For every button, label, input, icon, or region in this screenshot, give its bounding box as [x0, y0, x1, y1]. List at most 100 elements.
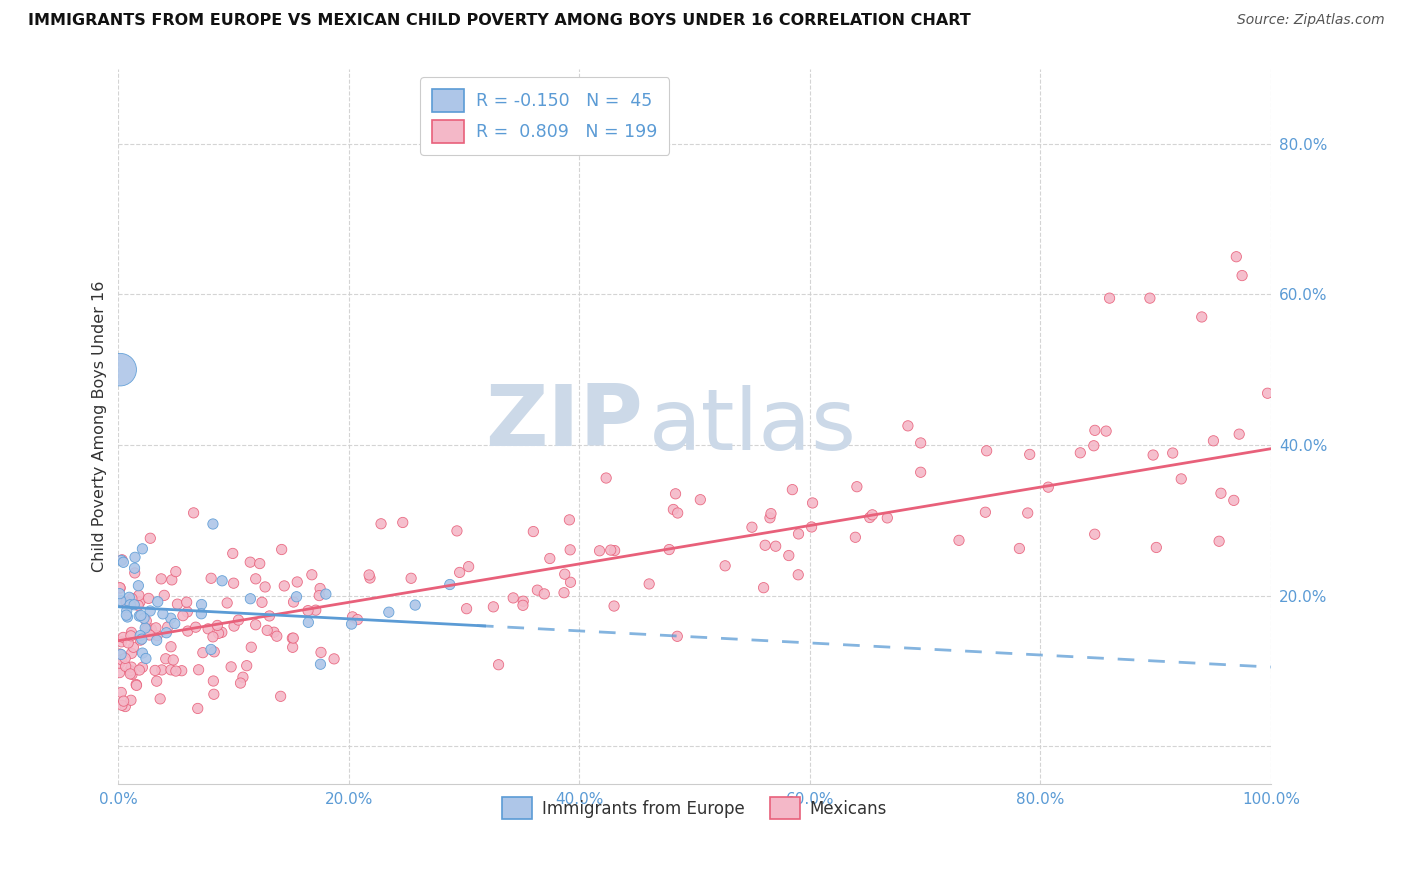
Point: [1083, 439, 1105, 453]
Point: [309, 657, 332, 672]
Point: [138, 628, 160, 642]
Point: [135, 651, 157, 665]
Point: [122, 598, 145, 612]
Point: [222, 576, 245, 591]
Point: [163, 616, 186, 631]
Point: [1230, 268, 1253, 283]
Point: [1017, 506, 1039, 520]
Point: [245, 617, 267, 632]
Point: [250, 595, 273, 609]
Point: [145, 674, 167, 689]
Text: ZIP: ZIP: [485, 381, 643, 464]
Point: [599, 543, 621, 558]
Point: [202, 673, 225, 688]
Point: [115, 604, 138, 618]
Point: [120, 667, 142, 681]
Point: [340, 617, 363, 632]
Point: [603, 543, 626, 558]
Point: [117, 610, 139, 624]
Point: [560, 542, 582, 557]
Point: [876, 511, 898, 525]
Point: [229, 676, 252, 690]
Point: [146, 595, 169, 609]
Point: [129, 595, 152, 609]
Point: [859, 510, 882, 524]
Point: [588, 543, 610, 558]
Point: [281, 632, 304, 646]
Point: [202, 687, 225, 701]
Point: [150, 572, 173, 586]
Point: [254, 580, 277, 594]
Point: [283, 631, 305, 645]
Point: [765, 539, 787, 553]
Point: [308, 589, 330, 603]
Point: [1098, 291, 1121, 305]
Point: [146, 629, 169, 643]
Point: [108, 665, 131, 680]
Point: [112, 555, 135, 569]
Point: [121, 646, 143, 660]
Point: [211, 574, 233, 588]
Point: [526, 583, 548, 598]
Point: [266, 629, 288, 643]
Point: [446, 524, 468, 538]
Point: [1202, 434, 1225, 448]
Point: [801, 496, 824, 510]
Point: [239, 555, 262, 569]
Point: [120, 625, 142, 640]
Point: [162, 653, 184, 667]
Point: [778, 549, 800, 563]
Point: [115, 608, 138, 623]
Point: [249, 557, 271, 571]
Point: [108, 657, 131, 671]
Point: [245, 572, 267, 586]
Point: [285, 590, 308, 604]
Point: [120, 660, 142, 674]
Point: [190, 598, 212, 612]
Point: [139, 531, 162, 545]
Point: [787, 567, 810, 582]
Point: [108, 581, 131, 595]
Point: [160, 663, 183, 677]
Point: [974, 505, 997, 519]
Point: [139, 604, 162, 618]
Point: [1069, 446, 1091, 460]
Point: [232, 670, 254, 684]
Point: [297, 615, 319, 630]
Point: [558, 513, 581, 527]
Point: [502, 591, 524, 605]
Point: [256, 624, 278, 638]
Point: [117, 636, 139, 650]
Point: [281, 640, 304, 655]
Point: [378, 605, 401, 619]
Point: [129, 633, 152, 648]
Point: [782, 483, 804, 497]
Point: [112, 694, 135, 708]
Point: [512, 594, 534, 608]
Point: [1038, 480, 1060, 494]
Point: [1142, 448, 1164, 462]
Point: [121, 667, 143, 681]
Point: [172, 608, 194, 623]
Point: [143, 664, 166, 678]
Point: [391, 516, 413, 530]
Point: [897, 418, 920, 433]
Point: [129, 629, 152, 643]
Point: [127, 579, 149, 593]
Point: [297, 604, 319, 618]
Point: [132, 611, 155, 625]
Point: [1144, 541, 1167, 555]
Point: [1170, 472, 1192, 486]
Point: [176, 605, 198, 619]
Point: [202, 645, 225, 659]
Point: [122, 640, 145, 655]
Point: [124, 561, 146, 575]
Point: [110, 635, 132, 649]
Point: [110, 553, 132, 567]
Point: [342, 610, 364, 624]
Point: [323, 652, 346, 666]
Point: [149, 691, 172, 706]
Point: [114, 659, 136, 673]
Point: [1257, 386, 1279, 401]
Point: [125, 677, 148, 691]
